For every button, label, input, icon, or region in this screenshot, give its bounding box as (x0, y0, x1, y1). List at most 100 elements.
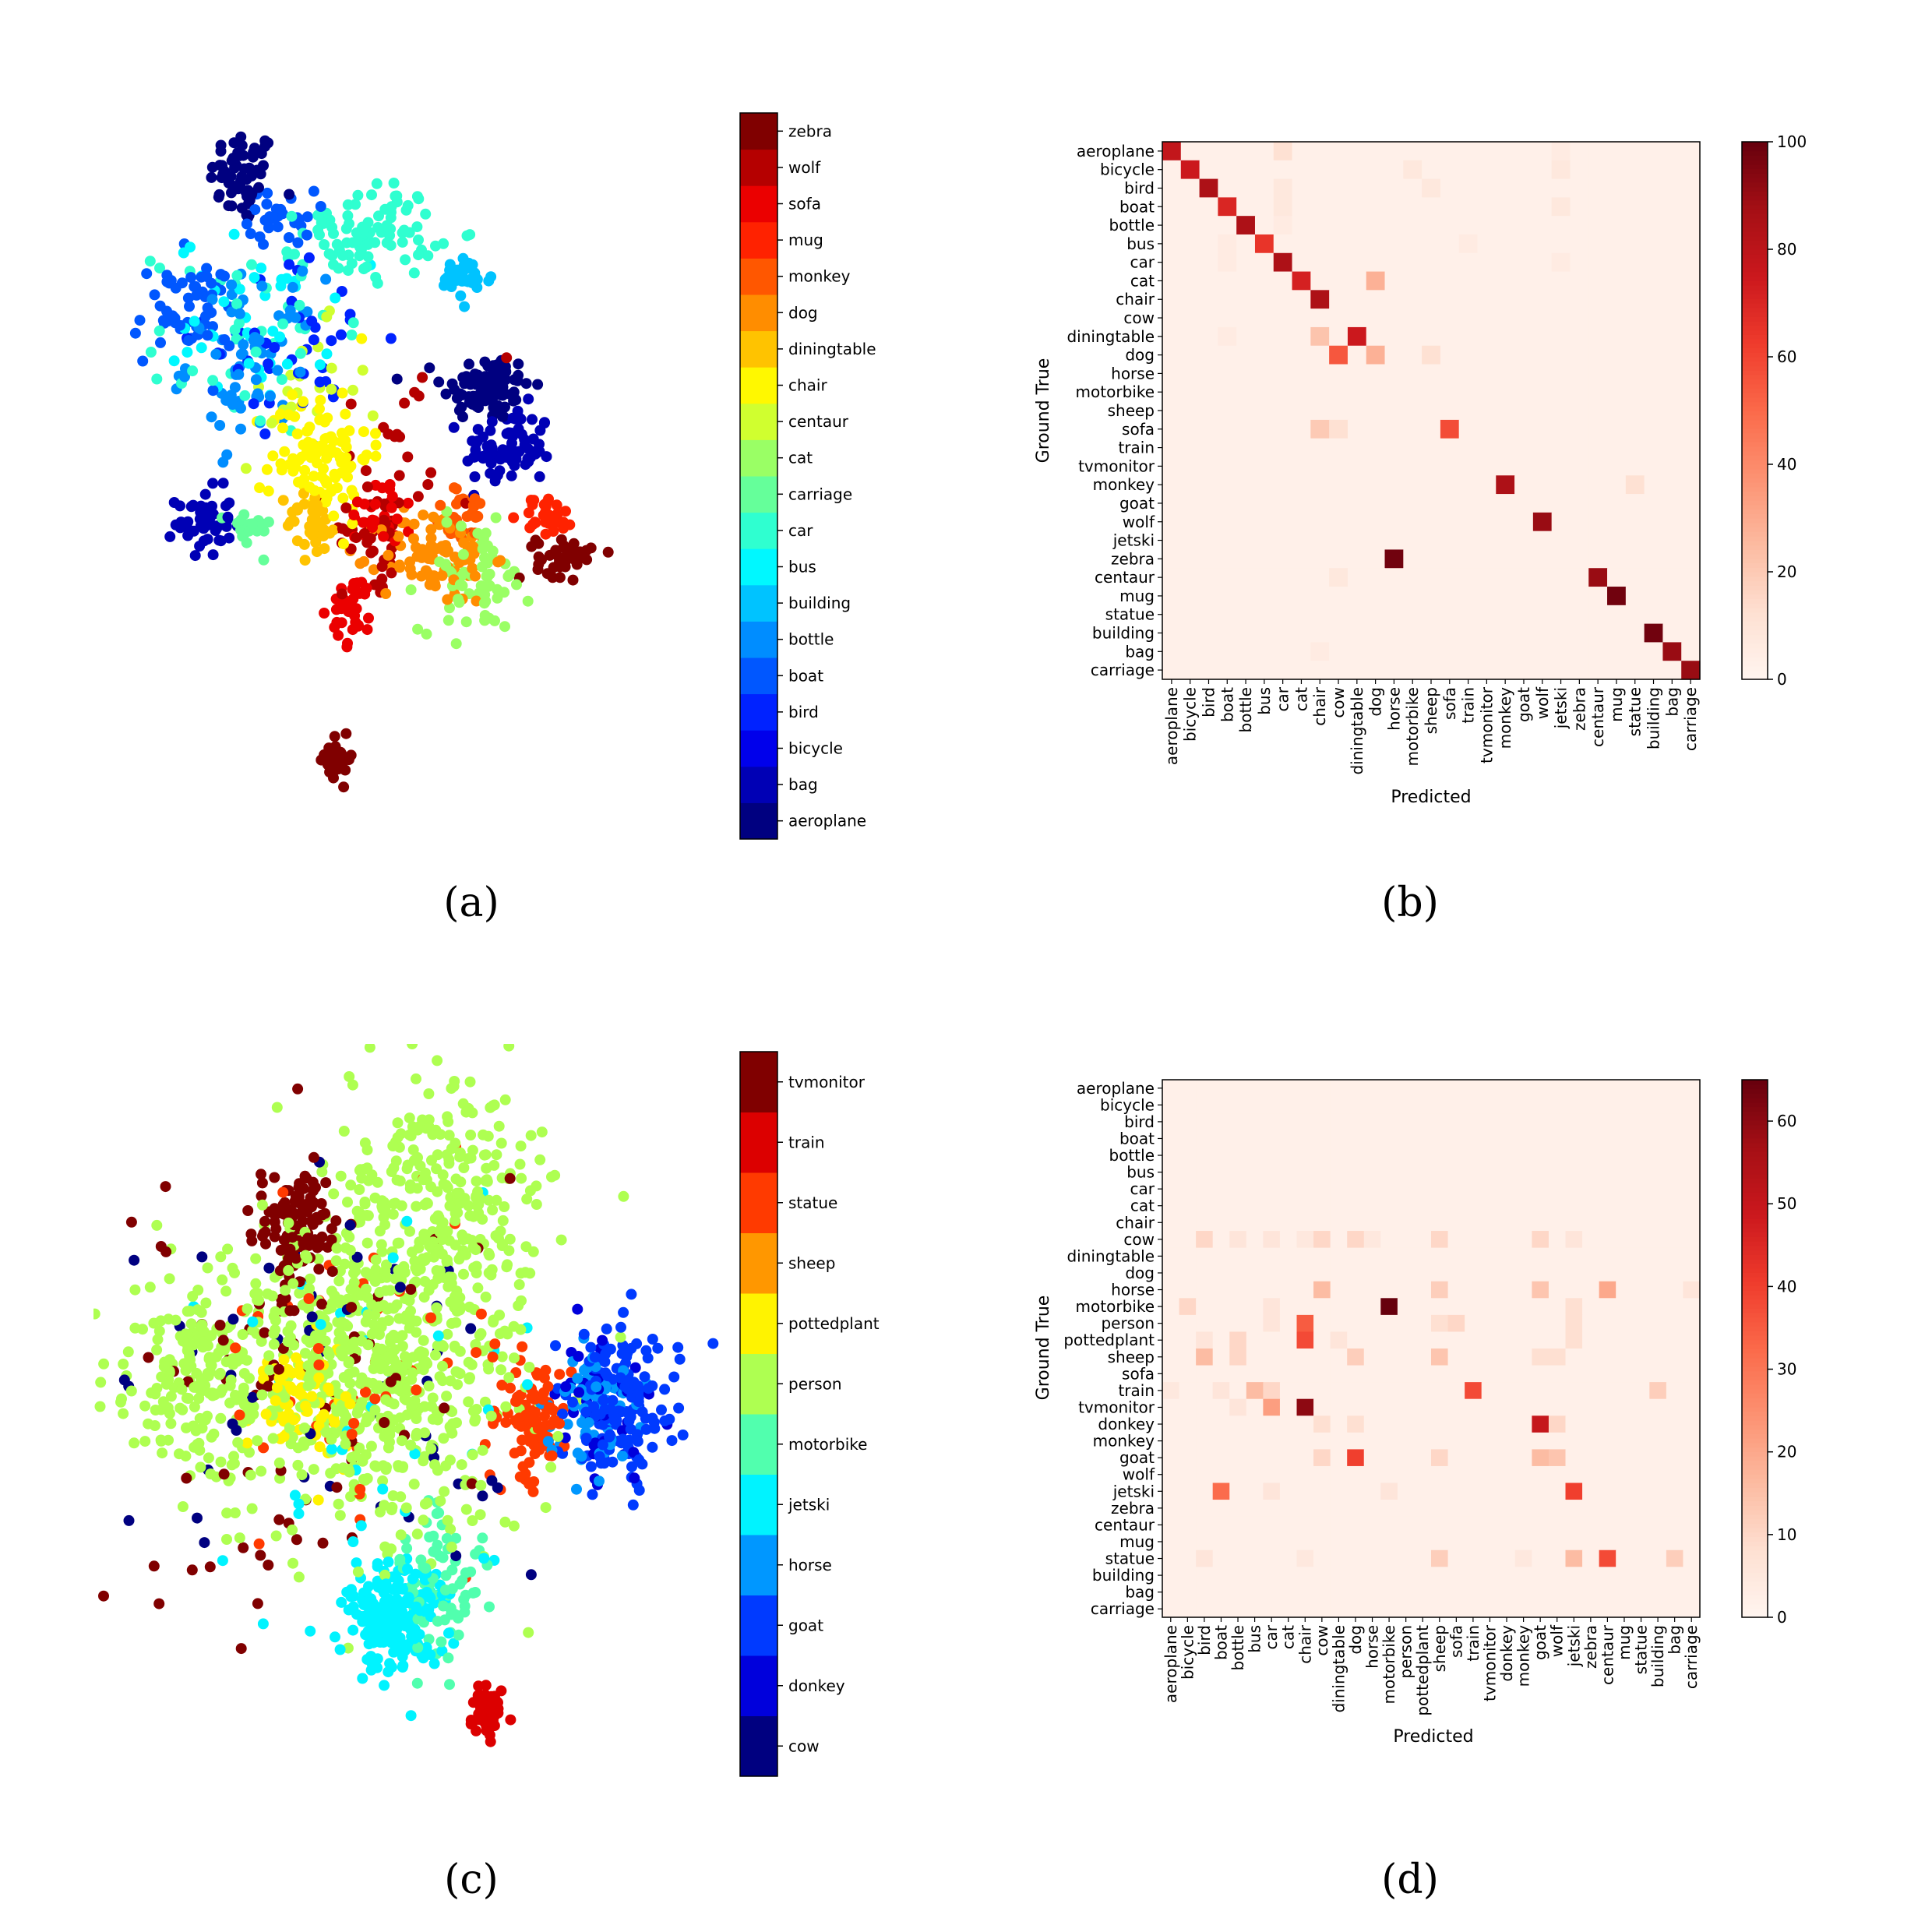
c-point-motorbike (460, 1567, 471, 1578)
c-point-person (440, 1460, 452, 1472)
c-point-person (256, 1465, 267, 1477)
c-point-tvmonitor (259, 1215, 270, 1227)
b-cell (1588, 234, 1608, 254)
b-cell (1514, 438, 1534, 458)
cbar-c-tick-label: horse (788, 1556, 832, 1574)
b-row-label: sofa (1122, 420, 1155, 439)
c-point-tvmonitor (290, 1253, 301, 1264)
c-point-tvmonitor (278, 1199, 290, 1210)
cbar-c-swatch-jetski (740, 1474, 777, 1535)
d-cell (1465, 1147, 1482, 1165)
c-point-person (467, 1515, 478, 1526)
b-cell (1199, 605, 1218, 625)
d-cell (1481, 1130, 1499, 1148)
b-cell (1403, 197, 1423, 217)
c-point-cow (263, 1262, 275, 1274)
b-cell (1384, 661, 1404, 680)
c-point-person (242, 1303, 253, 1315)
a-point-bag (201, 520, 213, 531)
d-cell (1649, 1096, 1667, 1114)
cbar-b-gradient-step (1742, 361, 1768, 367)
d-cell (1514, 1231, 1532, 1249)
cbar-a-swatch-bag (740, 766, 777, 803)
a-point-cat (440, 560, 452, 571)
d-cell (1397, 1214, 1416, 1232)
a-point-aeroplane (453, 404, 465, 416)
d-cell (1498, 1147, 1516, 1165)
b-cell (1681, 178, 1701, 198)
c-point-person (515, 1141, 527, 1152)
c-point-jetski (330, 1631, 340, 1643)
c-point-person (250, 1253, 262, 1264)
d-cell (1649, 1163, 1667, 1181)
a-point-bag (213, 534, 225, 546)
b-cell (1366, 549, 1386, 569)
b-cell (1588, 642, 1608, 661)
b-cell (1347, 252, 1367, 273)
b-cell (1292, 419, 1311, 439)
c-point-person (441, 1391, 453, 1402)
c-point-donkey (597, 1334, 608, 1346)
c-point-person (188, 1420, 199, 1432)
b-cell (1607, 178, 1627, 198)
b-cell (1292, 531, 1311, 551)
b-cell (1644, 308, 1664, 328)
c-point-person (326, 1302, 337, 1313)
b-cell (1236, 308, 1256, 328)
c-point-person (244, 1447, 255, 1458)
c-point-motorbike (415, 1554, 427, 1566)
c-point-goat (601, 1323, 612, 1334)
cbar-b-gradient-step (1742, 347, 1768, 353)
b-cell (1681, 494, 1701, 513)
b-cell (1532, 401, 1553, 421)
c-point-motorbike (442, 1652, 454, 1664)
a-point-dog (418, 509, 429, 521)
c-point-person (285, 1320, 297, 1331)
d-cell (1481, 1231, 1499, 1249)
c-point-person (404, 1225, 415, 1237)
a-point-boat (284, 232, 294, 243)
b-cell (1273, 178, 1293, 198)
b-cell (1403, 661, 1423, 680)
c-point-person (326, 1359, 337, 1370)
cbar-c-tick-label: goat (788, 1616, 823, 1634)
b-cell (1570, 216, 1589, 235)
d-cell (1649, 1147, 1667, 1165)
cbar-b-gradient-step (1742, 235, 1768, 242)
b-cell (1625, 512, 1645, 532)
b-cell (1254, 178, 1274, 198)
d-cell (1229, 1096, 1247, 1114)
a-point-chair (306, 438, 318, 450)
b-cell (1199, 216, 1218, 235)
c-point-tvmonitor (218, 1468, 230, 1480)
d-cell (1565, 1180, 1583, 1198)
c-point-person (359, 1137, 371, 1149)
c-point-person (413, 1348, 425, 1359)
c-point-person (118, 1408, 129, 1419)
c-point-person (164, 1408, 175, 1419)
d-cell (1666, 1180, 1684, 1198)
d-cell (1263, 1231, 1281, 1249)
d-cell (1196, 1113, 1214, 1131)
d-cell (1229, 1180, 1247, 1198)
c-point-person (446, 1317, 457, 1329)
a-point-car (413, 249, 424, 261)
d-cell (1599, 1080, 1616, 1098)
b-cell (1440, 383, 1460, 402)
c-point-person (164, 1273, 175, 1285)
c-point-cow (123, 1514, 135, 1526)
b-cell (1162, 345, 1182, 365)
b-cell (1570, 234, 1589, 254)
c-point-cow (465, 1323, 477, 1334)
b-cell (1644, 605, 1664, 625)
a-point-bag (485, 425, 496, 436)
b-cell (1347, 345, 1367, 365)
b-cell (1329, 216, 1349, 235)
d-cell (1162, 1147, 1180, 1165)
c-point-statue (510, 1396, 522, 1407)
cbar-b-gradient-step (1742, 558, 1768, 564)
d-cell (1465, 1197, 1482, 1215)
cbar-b-gradient-step (1742, 572, 1768, 577)
c-point-cow (477, 1490, 488, 1502)
b-cell (1681, 605, 1701, 625)
